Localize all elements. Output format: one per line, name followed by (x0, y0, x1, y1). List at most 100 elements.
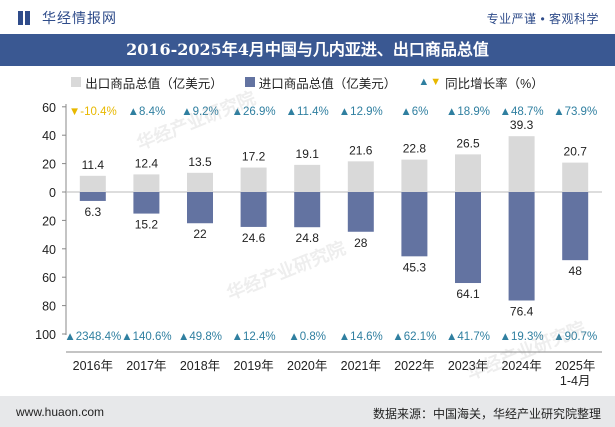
import-value-label: 45.3 (403, 260, 427, 274)
chart-title: 2016-2025年4月中国与几内亚进、出口商品总值 (126, 40, 489, 59)
export-bar (562, 162, 589, 192)
export-value-label: 17.2 (242, 150, 266, 164)
export-bar (294, 164, 321, 192)
export-bar (187, 172, 213, 192)
export-yoy-label: ▲11.4% (286, 106, 329, 118)
export-bar (347, 161, 374, 192)
export-bar (508, 136, 535, 192)
export-value-label: 22.8 (403, 142, 427, 156)
import-bar (187, 192, 213, 224)
export-value-label: 20.7 (564, 145, 588, 159)
x-category-label: 2023年 (448, 359, 488, 373)
footer-source: 数据来源：中国海关，华经产业研究院整理 (372, 407, 601, 421)
brand-logo-icon (16, 9, 34, 27)
x-category-label: 2019年 (233, 359, 273, 373)
footer-site: www.huaon.com (16, 405, 105, 419)
x-category-label: 2024年 (501, 359, 541, 373)
export-yoy-label: ▲18.9% (446, 106, 490, 118)
watermark: 华经产业研究院 (134, 87, 259, 154)
export-bar (79, 175, 106, 192)
import-value-label: 15.2 (135, 218, 159, 232)
export-yoy-label: ▲12.9% (339, 106, 383, 118)
export-value-label: 11.4 (82, 158, 105, 172)
title-bar: 2016-2025年4月中国与几内亚进、出口商品总值 (0, 34, 615, 66)
export-bar (455, 154, 481, 192)
x-category-label: 2021年 (341, 359, 381, 373)
down-triangle-icon: ▼ (430, 76, 442, 88)
y-tick-label: 80 (42, 300, 56, 314)
export-yoy-label: ▲26.9% (232, 106, 276, 118)
import-yoy-label: ▲2348.4% (64, 331, 121, 343)
export-yoy-label: ▼-10.4% (69, 106, 117, 118)
export-yoy-label: ▲6% (400, 106, 428, 118)
x-category-label: 1-4月 (560, 374, 591, 388)
tagline: 专业严谨 • 客观科学 (486, 12, 599, 26)
chart-legend: 出口商品总值（亿美元） 进口商品总值（亿美元） ▲ ▼ 同比增长率（%） (0, 72, 615, 92)
export-value-label: 39.3 (510, 118, 534, 132)
import-yoy-label: ▲12.4% (232, 331, 276, 343)
top-bar: 华经情报网 专业严谨 • 客观科学 (0, 0, 615, 34)
legend-yoy-label: 同比增长率（%） (445, 76, 544, 91)
up-triangle-icon: ▲ (418, 76, 430, 88)
legend-export: 出口商品总值（亿美元） (71, 72, 223, 92)
import-value-label: 6.3 (84, 205, 101, 219)
y-tick-label: 60 (42, 101, 56, 115)
import-bar (294, 192, 321, 228)
y-tick-label: 0 (49, 186, 56, 200)
export-value-label: 13.5 (188, 155, 212, 169)
export-yoy-label: ▲8.4% (128, 106, 166, 118)
export-value-label: 21.6 (349, 143, 373, 157)
import-value-label: 24.8 (296, 231, 320, 245)
export-bar (133, 174, 160, 192)
export-yoy-label: ▲48.7% (500, 106, 544, 118)
y-tick-label: 20 (42, 158, 56, 172)
import-value-label: 28 (354, 236, 368, 250)
import-value-label: 64.1 (456, 287, 480, 301)
import-yoy-label: ▲0.8% (288, 331, 326, 343)
export-value-label: 12.4 (135, 156, 159, 170)
import-yoy-label: ▲140.6% (121, 331, 171, 343)
import-value-label: 48 (569, 264, 583, 278)
export-value-label: 26.5 (456, 136, 480, 150)
import-yoy-label: ▲90.7% (553, 331, 597, 343)
x-category-label: 2018年 (180, 359, 220, 373)
import-bar (455, 192, 481, 284)
import-bar (347, 192, 374, 232)
legend-import-swatch (244, 77, 255, 87)
import-bar (240, 192, 267, 227)
export-value-label: 19.1 (296, 147, 320, 161)
watermark: 华经产业研究院 (224, 237, 349, 304)
import-bar (508, 192, 535, 301)
brand: 华经情报网 (16, 8, 117, 28)
brand-name: 华经情报网 (42, 10, 117, 26)
legend-import: 进口商品总值（亿美元） (244, 72, 396, 92)
import-bar (401, 192, 428, 257)
import-yoy-label: ▲14.6% (339, 331, 383, 343)
legend-export-swatch (71, 77, 82, 87)
y-tick-label: 40 (42, 243, 56, 257)
import-value-label: 76.4 (510, 304, 534, 318)
import-value-label: 24.6 (242, 231, 266, 245)
import-value-label: 22 (193, 227, 207, 241)
y-tick-label: 100 (35, 328, 56, 342)
x-category-label: 2022年 (394, 359, 434, 373)
footer: www.huaon.com 数据来源：中国海关，华经产业研究院整理 (0, 396, 615, 427)
export-yoy-label: ▲9.2% (181, 106, 219, 118)
import-yoy-label: ▲41.7% (446, 331, 490, 343)
y-tick-label: 40 (42, 129, 56, 143)
import-bar (79, 192, 106, 201)
x-category-label: 2017年 (126, 359, 166, 373)
x-category-label: 2020年 (287, 359, 327, 373)
chart-plot: 60 40 20 0 20 40 60 80 100 11.4 6.3 ▼-10.4% ▲2348.4%… (35, 87, 602, 388)
import-yoy-label: ▲49.8% (178, 331, 222, 343)
import-bar (133, 192, 160, 214)
export-bar (401, 159, 428, 192)
export-yoy-label: ▲73.9% (553, 106, 597, 118)
legend-export-label: 出口商品总值（亿美元） (85, 76, 223, 91)
import-yoy-label: ▲19.3% (500, 331, 544, 343)
import-bar (562, 192, 589, 261)
y-tick-label: 20 (42, 214, 56, 228)
y-tick-label: 60 (42, 271, 56, 285)
export-bar (240, 167, 267, 192)
x-category-label: 2025年 (555, 359, 595, 373)
